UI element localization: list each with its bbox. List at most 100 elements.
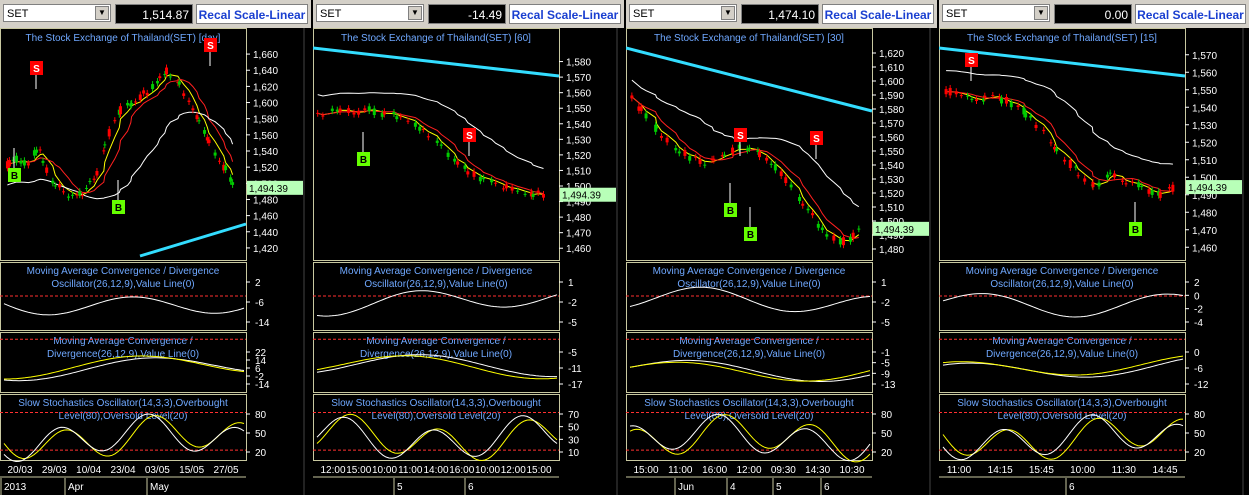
candle <box>811 213 815 216</box>
candle <box>531 194 535 197</box>
price-tick-label: 1,480 <box>879 245 904 256</box>
price-tick-label: 1,570 <box>566 73 591 84</box>
macd-histogram-title: Oscillator(26,12,9),Value Line(0) <box>677 279 820 290</box>
toolbar: SET ▼ 1,474.10 Recal Scale-Linear <box>626 0 937 28</box>
long-moving-average-line <box>939 46 1186 78</box>
signal-label: B <box>115 203 122 214</box>
indicator-tick-label: -5 <box>881 359 890 370</box>
candle <box>677 151 681 154</box>
buy-signal <box>8 168 21 182</box>
candle <box>1167 187 1171 189</box>
time-label: 12:00 <box>320 465 345 476</box>
candle <box>35 149 39 153</box>
chart-canvas[interactable]: 1,580 1,570 1,560 1,550 1,540 1,530 1,520 1,510… <box>313 28 624 495</box>
time-label: 16:00 <box>449 465 474 476</box>
candle <box>991 94 995 96</box>
price-tick-label: 1,620 <box>879 49 904 60</box>
candle <box>536 190 540 193</box>
time-label: 11:00 <box>398 465 423 476</box>
price-pane <box>939 28 1186 261</box>
candle <box>165 67 169 75</box>
candle <box>1000 98 1004 104</box>
price-tick-label: 1,510 <box>1192 156 1217 167</box>
price-tick-label: 1,610 <box>879 63 904 74</box>
candle <box>639 106 643 111</box>
candle <box>177 81 181 85</box>
stochastic-title: Slow Stochastics Oscillator(14,3,3),Over… <box>331 398 541 409</box>
candle <box>970 98 974 100</box>
price-tick-label: 1,460 <box>253 212 278 223</box>
candle <box>769 163 773 165</box>
macd-line <box>316 355 558 380</box>
candle <box>1112 173 1116 178</box>
candle <box>1091 181 1095 188</box>
signal-label: S <box>207 41 214 52</box>
price-tick-label: 1,570 <box>879 119 904 130</box>
symbol-select[interactable]: SET ▼ <box>316 4 424 22</box>
price-tick-label: 1,520 <box>253 163 278 174</box>
chevron-down-icon[interactable]: ▼ <box>1034 6 1048 20</box>
candle <box>203 130 207 134</box>
candle <box>688 156 692 161</box>
symbol-select[interactable]: SET ▼ <box>3 4 111 22</box>
last-price-label: 1,494.39 <box>562 191 601 202</box>
candle <box>321 115 325 117</box>
candle <box>1055 148 1059 152</box>
indicator-tick-label: -5 <box>568 318 577 329</box>
time-label: 23/04 <box>110 465 135 476</box>
candle <box>421 128 425 130</box>
candle <box>1124 183 1128 185</box>
candle <box>130 103 134 105</box>
chart-panel-15: SET ▼ 0.00 Recal Scale-Linear 1,570 1,560 1… <box>939 0 1249 495</box>
symbol-select[interactable]: SET ▼ <box>629 4 737 22</box>
recal-scale-button[interactable]: Recal Scale-Linear <box>509 4 621 24</box>
candle <box>357 110 361 115</box>
date-label: 4 <box>730 482 736 493</box>
time-label: 15:00 <box>526 465 551 476</box>
recal-scale-button[interactable]: Recal Scale-Linear <box>1135 4 1246 24</box>
candle <box>523 193 527 195</box>
chart-canvas[interactable]: 1,620 1,610 1,600 1,590 1,580 1,570 1,560 1,550… <box>626 28 937 495</box>
candle <box>229 177 233 182</box>
time-label: 27/05 <box>213 465 238 476</box>
signal-label: S <box>737 131 744 142</box>
time-label: 11:30 <box>1112 465 1137 476</box>
price-tick-label: 1,560 <box>879 133 904 144</box>
indicator-tick-label: -2 <box>568 298 577 309</box>
chart-canvas[interactable]: 1,570 1,560 1,550 1,540 1,530 1,520 1,510 1,500… <box>939 28 1249 495</box>
stochastic-title: Level(80),Oversold Level(20) <box>998 411 1127 422</box>
candle <box>838 238 842 245</box>
candle <box>330 108 334 112</box>
candle <box>107 129 111 137</box>
chart-canvas[interactable]: 1,660 1,640 1,620 1,600 1,580 1,560 1,540 1,520… <box>0 28 311 495</box>
time-label: 10:30 <box>839 465 864 476</box>
candle <box>1105 174 1109 178</box>
time-label: 10/04 <box>76 465 101 476</box>
candle <box>1009 102 1013 108</box>
candle <box>982 98 986 102</box>
candle <box>806 208 810 211</box>
chevron-down-icon[interactable]: ▼ <box>95 6 109 20</box>
buy-signal <box>744 227 757 241</box>
indicator-tick-label: -2 <box>1194 305 1203 316</box>
candle <box>494 182 498 184</box>
candle <box>966 95 970 97</box>
indicator-tick-label: -14 <box>255 318 270 329</box>
candle <box>959 95 963 97</box>
time-label: 20/03 <box>7 465 32 476</box>
candle <box>820 227 824 231</box>
recal-scale-button[interactable]: Recal Scale-Linear <box>822 4 934 24</box>
macd-histogram-line <box>942 293 1184 318</box>
indicator-tick-label: 1 <box>881 278 887 289</box>
symbol-select[interactable]: SET ▼ <box>942 4 1050 22</box>
recal-scale-button[interactable]: Recal Scale-Linear <box>196 4 308 24</box>
candle <box>1158 191 1162 198</box>
chevron-down-icon[interactable]: ▼ <box>721 6 735 20</box>
stochastic-d-line <box>629 413 871 462</box>
macd-histogram-title: Moving Average Convergence / Divergence <box>340 266 533 277</box>
candle <box>1049 142 1053 144</box>
sell-signal <box>734 128 747 142</box>
macd-histogram-title: Moving Average Convergence / Divergence <box>27 266 220 277</box>
chevron-down-icon[interactable]: ▼ <box>408 6 422 20</box>
indicator-tick-label: -11 <box>568 364 582 375</box>
